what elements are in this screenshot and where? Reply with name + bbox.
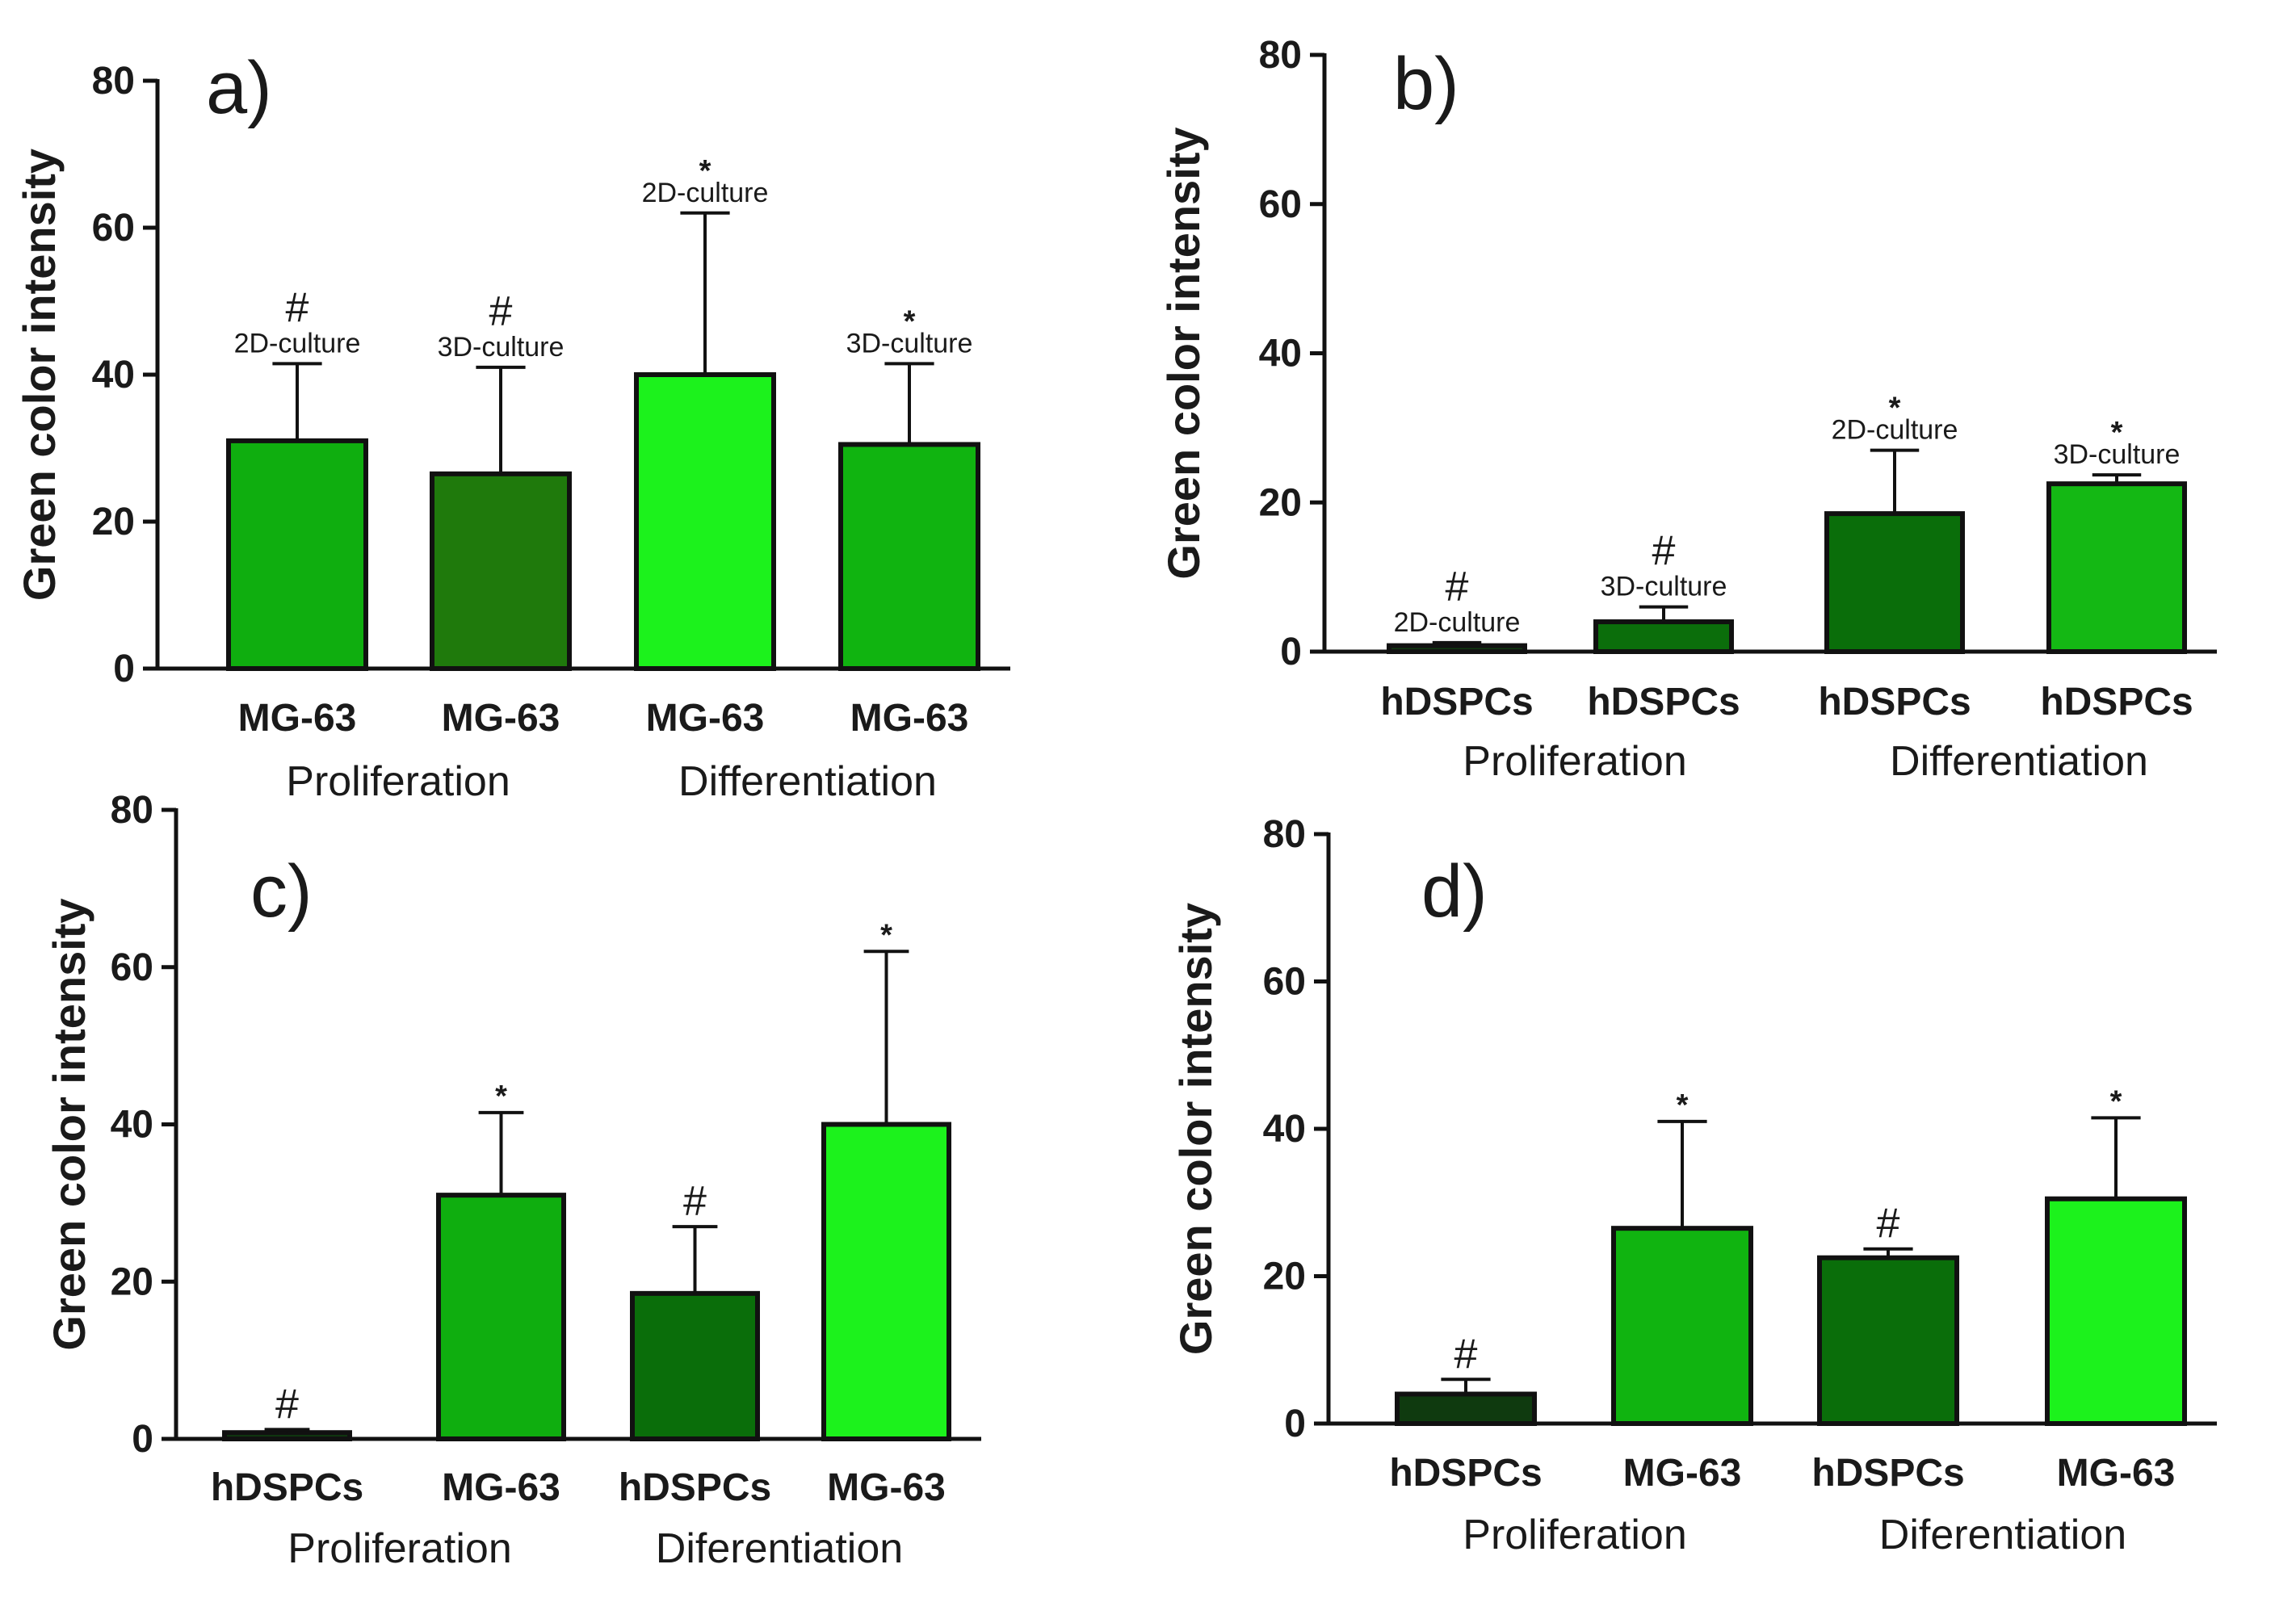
panel-b-category-label-3: hDSPCs	[1818, 681, 1971, 723]
panel-c-letter: c)	[250, 850, 313, 933]
panel-d-category-label-1: hDSPCs	[1389, 1452, 1542, 1495]
panel-c-category-label-3: hDSPCs	[619, 1466, 771, 1509]
panel-a-group-label-2: Differentiation	[678, 758, 937, 805]
panel-d-significance-mark-4: *	[2110, 1084, 2122, 1118]
panel-d-y-tick-label: 20	[1263, 1256, 1306, 1298]
panel-c-significance-mark-2: *	[495, 1080, 507, 1113]
panel-a-significance-mark-2: #	[489, 288, 513, 335]
panel-c-bar-2	[436, 1193, 566, 1441]
panel-a-group-label-1: Proliferation	[286, 758, 510, 805]
panel-b-bar-3	[1824, 511, 1965, 655]
panel-b-category-label-2: hDSPCs	[1587, 681, 1740, 723]
panel-a-category-label-3: MG-63	[646, 697, 765, 740]
panel-c-y-tick-label: 40	[111, 1104, 153, 1147]
panel-b-culture-label-1: 2D-culture	[1394, 607, 1521, 638]
panel-b-category-label-1: hDSPCs	[1380, 681, 1533, 723]
panel-b-significance-mark-2: #	[1652, 528, 1676, 575]
panel-b-letter: b)	[1393, 43, 1459, 125]
panel-d-group-label-1: Proliferation	[1463, 1512, 1686, 1558]
panel-a-y-tick-label: 60	[92, 207, 135, 250]
panel-b-culture-label-2: 3D-culture	[1601, 572, 1727, 602]
panel-a-culture-label-2: 3D-culture	[438, 332, 565, 363]
panel-b-y-tick-label: 20	[1259, 481, 1302, 524]
panel-a-y-axis-title: Green color intensity	[14, 149, 65, 601]
panel-c-significance-mark-4: *	[880, 918, 892, 952]
panel-c-bar-3	[630, 1290, 760, 1441]
panel-c-category-label-4: MG-63	[827, 1466, 946, 1509]
panel-a-culture-label-1: 2D-culture	[234, 328, 361, 359]
panel-b-y-tick-label: 80	[1259, 34, 1302, 77]
panel-d-significance-mark-3: #	[1877, 1201, 1900, 1248]
panel-b-y-tick-label: 60	[1259, 183, 1302, 226]
panel-b-y-tick-label: 40	[1259, 333, 1302, 375]
panel-c-bar-4	[821, 1122, 951, 1441]
panel-c-y-tick-label: 0	[132, 1418, 153, 1461]
panel-d-y-tick-label: 40	[1263, 1108, 1306, 1151]
panel-d-bar-3	[1817, 1255, 1959, 1426]
panel-d-letter: d)	[1421, 850, 1488, 933]
panel-b-significance-mark-3: *	[1889, 392, 1901, 426]
panel-c-significance-mark-1: #	[275, 1381, 299, 1428]
panel-c-y-tick-label: 20	[111, 1260, 153, 1303]
panel-d-category-label-2: MG-63	[1623, 1452, 1742, 1495]
panel-a-category-label-2: MG-63	[442, 697, 560, 740]
panel-d-bar-4	[2045, 1196, 2187, 1426]
panel-b-bar-2	[1593, 619, 1734, 654]
panel-d-significance-mark-2: *	[1677, 1088, 1689, 1122]
panel-c-group-label-2: Diferentiation	[656, 1525, 903, 1572]
panel-b-culture-label-3: 2D-culture	[1832, 415, 1958, 446]
panel-d-y-axis-title: Green color intensity	[1170, 903, 1221, 1355]
panel-b-group-label-2: Differentiation	[1890, 738, 2148, 785]
panel-a-category-label-4: MG-63	[850, 697, 969, 740]
panel-b-group-label-1: Proliferation	[1463, 738, 1686, 785]
panel-a-y-tick-label: 0	[113, 648, 135, 690]
panel-a-category-label-1: MG-63	[238, 697, 357, 740]
panel-c-group-label-1: Proliferation	[288, 1525, 511, 1572]
panel-b-y-tick-label: 0	[1280, 631, 1302, 673]
panel-c-y-tick-label: 80	[111, 789, 153, 832]
panel-a-y-tick-label: 40	[92, 354, 135, 396]
panel-b-significance-mark-1: #	[1446, 564, 1469, 610]
panel-d-significance-mark-1: #	[1454, 1331, 1478, 1378]
panel-c-y-axis-title: Green color intensity	[44, 898, 94, 1350]
panel-a-y-tick-label: 80	[92, 60, 135, 103]
panel-c-bar-1	[222, 1430, 352, 1441]
panel-d-y-tick-label: 80	[1263, 813, 1306, 856]
panel-b-y-axis-title: Green color intensity	[1158, 127, 1209, 579]
panel-d-category-label-3: hDSPCs	[1811, 1452, 1964, 1495]
panel-a-significance-mark-4: *	[904, 304, 916, 338]
panel-b-category-label-4: hDSPCs	[2040, 681, 2193, 723]
panel-c-category-label-2: MG-63	[442, 1466, 560, 1509]
panel-a-bar-3	[634, 372, 776, 671]
panel-a-bar-2	[430, 471, 572, 671]
panel-d-y-tick-label: 60	[1263, 961, 1306, 1004]
panel-a-bar-4	[838, 442, 980, 671]
panel-c-significance-mark-3: #	[683, 1178, 707, 1225]
panel-a-significance-mark-1: #	[286, 284, 309, 331]
panel-d-bar-1	[1395, 1391, 1537, 1426]
panel-b-bar-4	[2046, 481, 2187, 654]
panel-b-significance-mark-4: *	[2111, 416, 2123, 450]
panel-c-category-label-1: hDSPCs	[211, 1466, 363, 1509]
panel-d-bar-2	[1611, 1226, 1753, 1426]
panel-a-bar-1	[226, 438, 368, 672]
panel-a-significance-mark-3: *	[699, 154, 711, 188]
panel-d-category-label-4: MG-63	[2057, 1452, 2176, 1495]
panel-a-y-tick-label: 20	[92, 501, 135, 543]
panel-a-letter: a)	[206, 47, 272, 129]
panel-a-culture-label-4: 3D-culture	[846, 328, 973, 359]
panel-c-y-tick-label: 60	[111, 946, 153, 989]
panel-b-culture-label-4: 3D-culture	[2054, 439, 2181, 470]
panel-d-group-label-2: Diferentiation	[1879, 1512, 2126, 1558]
panel-a-culture-label-3: 2D-culture	[642, 178, 769, 208]
panel-d-y-tick-label: 0	[1284, 1403, 1306, 1445]
panel-b-bar-1	[1387, 643, 1527, 654]
